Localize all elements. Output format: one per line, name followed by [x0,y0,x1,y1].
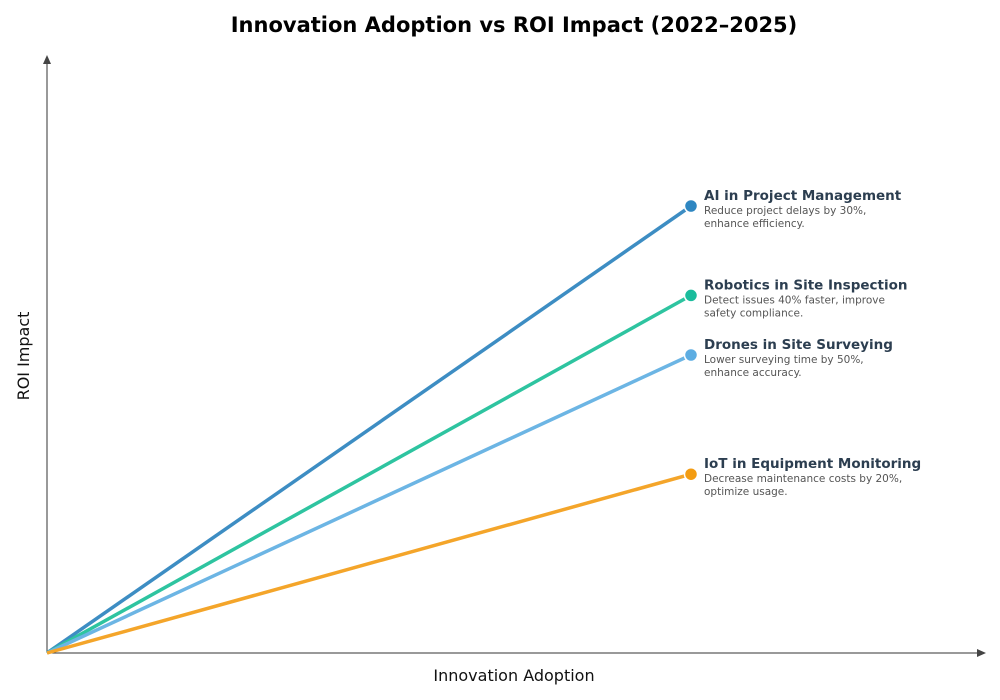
series-description-ai-in-project-management: Reduce project delays by 30%, [704,205,866,217]
series-description-ai-in-project-management: enhance efficiency. [704,218,805,230]
series-label-iot-in-equipment-monitoring: IoT in Equipment Monitoring [704,456,921,472]
series-line-robotics-in-site-inspection [46,293,692,655]
series-point-robotics-in-site-inspection [683,288,699,303]
series-point-drones-in-site-surveying [683,347,699,363]
series-label-ai-in-project-management: AI in Project Management [704,188,902,204]
series-line-iot-in-equipment-monitoring [46,472,692,655]
x-axis-arrow-icon [977,649,986,657]
x-axis-label: Innovation Adoption [433,666,594,685]
series-description-drones-in-site-surveying: Lower surveying time by 50%, [704,354,864,366]
series-description-robotics-in-site-inspection: safety compliance. [704,307,803,319]
series-description-drones-in-site-surveying: enhance accuracy. [704,367,802,379]
series-point-iot-in-equipment-monitoring [683,466,699,482]
series-line-drones-in-site-surveying [46,353,692,655]
y-axis-label: ROI Impact [14,312,33,401]
series-point-ai-in-project-management [683,198,699,214]
chart-title: Innovation Adoption vs ROI Impact (2022–… [231,13,798,37]
series-description-iot-in-equipment-monitoring: optimize usage. [704,486,788,498]
series-line-ai-in-project-management [46,204,692,655]
series-label-robotics-in-site-inspection: Robotics in Site Inspection [704,277,907,293]
series-description-robotics-in-site-inspection: Detect issues 40% faster, improve [704,294,885,306]
series-label-drones-in-site-surveying: Drones in Site Surveying [704,337,893,353]
series-description-iot-in-equipment-monitoring: Decrease maintenance costs by 20%, [704,473,902,485]
y-axis-arrow-icon [43,55,51,64]
